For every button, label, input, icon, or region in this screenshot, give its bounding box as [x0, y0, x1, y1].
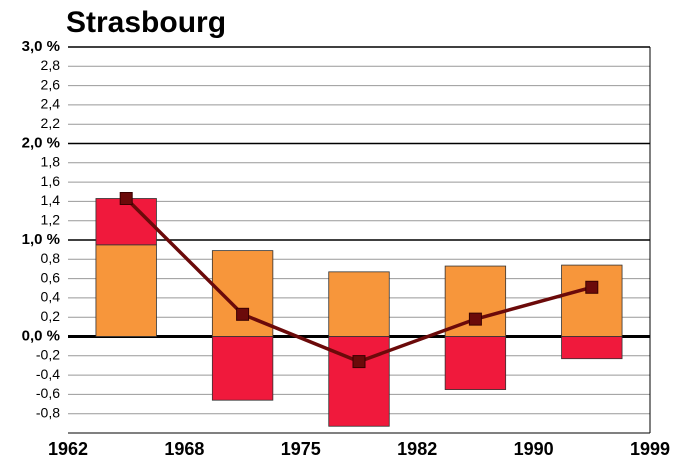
x-tick-label: 1975: [281, 439, 321, 459]
y-tick-label: 1,4: [41, 192, 61, 208]
y-tick-label: 2,2: [41, 115, 61, 131]
bar: [561, 264, 623, 337]
y-tick-label: -0,6: [36, 385, 60, 401]
y-tick-label: 1,6: [41, 173, 61, 189]
y-tick-label: 2,4: [41, 96, 61, 112]
y-tick-label: 0,0 %: [22, 327, 60, 344]
bar: [444, 336, 507, 390]
bar: [561, 336, 623, 360]
x-tick-label: 1962: [48, 439, 88, 459]
marker: [585, 280, 599, 294]
bar: [211, 336, 274, 401]
y-tick-label: 2,8: [41, 57, 61, 73]
y-tick-label: 1,0 %: [22, 231, 60, 248]
y-tick-label: -0,2: [36, 347, 60, 363]
x-tick-label: 1999: [630, 439, 670, 459]
y-tick-label: 0,2: [41, 308, 61, 324]
y-tick-label: 2,6: [41, 76, 61, 92]
y-tick-label: 3,0 %: [22, 38, 60, 55]
x-tick-label: 1990: [514, 439, 554, 459]
x-tick-label: 1982: [397, 439, 437, 459]
bar: [328, 336, 390, 427]
y-tick-label: 0,4: [41, 289, 61, 305]
y-tick-label: 1,2: [41, 211, 61, 227]
marker: [352, 355, 366, 369]
chart-title: Strasbourg: [66, 6, 226, 39]
y-tick-label: 1,8: [41, 154, 61, 170]
x-tick-label: 1968: [164, 439, 204, 459]
bar: [95, 244, 157, 337]
bar: [95, 198, 157, 246]
y-tick-label: -0,8: [36, 404, 60, 420]
marker: [119, 192, 133, 206]
bar: [328, 271, 390, 337]
y-tick-label: 0,8: [41, 250, 61, 266]
marker: [236, 307, 250, 321]
y-tick-label: 0,6: [41, 269, 61, 285]
y-tick-label: -0,4: [36, 366, 60, 382]
marker: [468, 312, 482, 326]
y-tick-label: 2,0 %: [22, 134, 60, 151]
